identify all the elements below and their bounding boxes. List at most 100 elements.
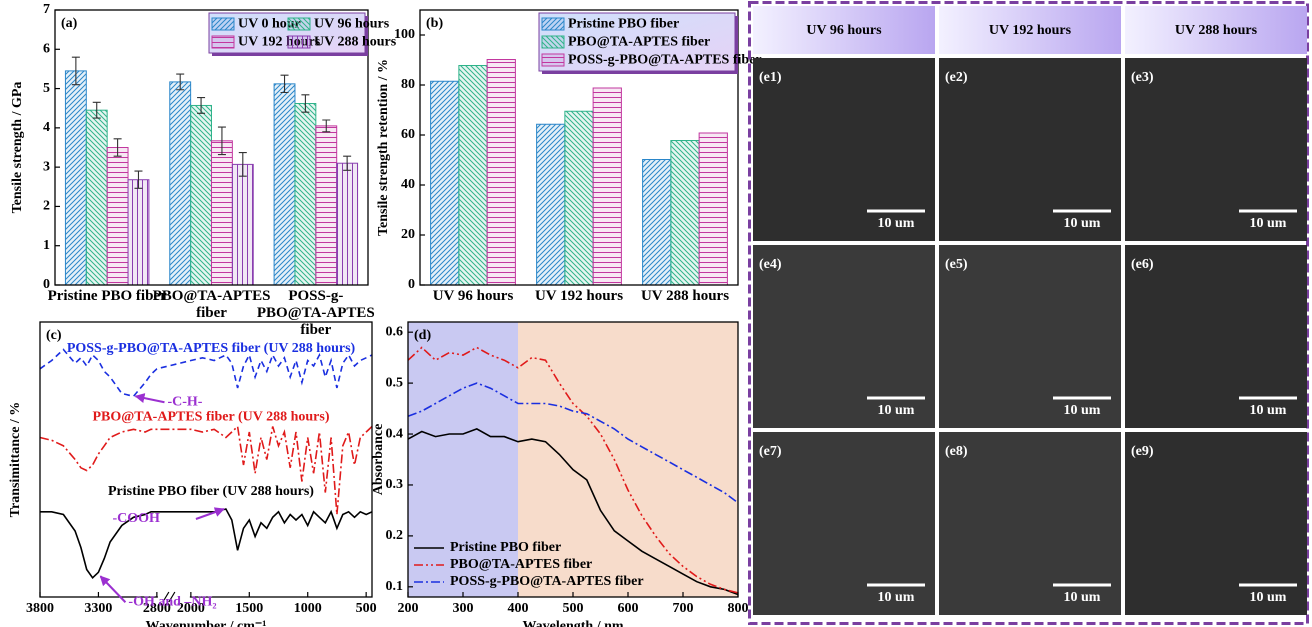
x-tick-label: 700 xyxy=(673,601,694,616)
scale-bar-label: 10 um xyxy=(1250,590,1287,605)
y-tick-label: 80 xyxy=(401,77,415,92)
sem-background xyxy=(1125,245,1307,428)
sem-background xyxy=(753,432,935,615)
x-tick-label: 300 xyxy=(453,601,474,616)
legend-label: Pristine PBO fiber xyxy=(568,17,679,32)
y-tick-label: 2 xyxy=(43,199,50,214)
y-tick-label: 0.5 xyxy=(386,375,404,390)
scale-bar-label: 10 um xyxy=(878,590,915,605)
y-tick-label: 0 xyxy=(408,277,415,292)
panel-label: (b) xyxy=(426,16,443,31)
sem-background xyxy=(939,58,1121,241)
column-header: UV 96 hours xyxy=(806,23,882,38)
x-tick-label: UV 96 hours xyxy=(412,288,534,305)
legend-swatch xyxy=(288,18,310,30)
annotation-arrow xyxy=(135,396,164,402)
x-tick-label: UV 288 hours xyxy=(624,288,746,305)
legend-swatch xyxy=(542,36,564,48)
legend-swatch xyxy=(288,36,310,48)
x-tick-label: 600 xyxy=(618,601,639,616)
x-tick-label: POSS-g-PBO@TA-APTES fiber xyxy=(256,288,376,339)
annotation: -COOH xyxy=(112,511,160,526)
sem-background xyxy=(1125,432,1307,615)
x-axis-label: Wavelength / nm xyxy=(522,619,623,627)
legend-swatch xyxy=(212,36,234,48)
bar xyxy=(459,66,487,286)
scale-bar-label: 10 um xyxy=(878,403,915,418)
y-tick-label: 60 xyxy=(401,127,415,142)
sem-background xyxy=(753,58,935,241)
column-header: UV 192 hours xyxy=(989,23,1072,38)
series-line xyxy=(40,350,372,397)
legend-swatch xyxy=(542,18,564,30)
sem-background xyxy=(939,245,1121,428)
panel-label: (e7) xyxy=(759,444,782,459)
y-tick-label: 0.1 xyxy=(386,579,404,594)
shaded-region xyxy=(408,322,518,597)
y-axis-label: Transimittance / % xyxy=(8,402,23,518)
x-tick-label: PBO@TA-APTES fiber xyxy=(151,288,271,322)
x-tick-label: 1000 xyxy=(294,601,322,616)
bar xyxy=(431,81,459,285)
panel-label: (e5) xyxy=(945,257,968,272)
bar xyxy=(86,110,107,285)
legend-label: Pristine PBO fiber xyxy=(450,540,561,555)
panel-label: (e9) xyxy=(1131,444,1154,459)
series-line xyxy=(40,509,372,578)
x-tick-label-box: PBO@TA-APTES fiber xyxy=(151,288,271,348)
figure: Pristine PBO fiberPBO@TA-APTES fiberPOSS… xyxy=(0,0,1312,627)
y-tick-label: 5 xyxy=(43,81,50,96)
y-tick-label: 0.3 xyxy=(386,477,404,492)
bar xyxy=(593,88,621,285)
bar xyxy=(65,71,86,285)
y-tick-label: 7 xyxy=(43,2,50,17)
page: Pristine PBO fiberPBO@TA-APTES fiberPOSS… xyxy=(0,0,1312,627)
bar xyxy=(699,133,727,285)
bar xyxy=(212,141,233,285)
legend-label: PBO@TA-APTES fiber xyxy=(568,35,710,50)
panel-label: (e2) xyxy=(945,70,968,85)
legend-swatch xyxy=(212,18,234,30)
panel-label: (a) xyxy=(61,16,78,31)
scale-bar-label: 10 um xyxy=(878,216,915,231)
y-tick-label: 0 xyxy=(43,277,50,292)
x-axis-label: Wavenumber / cm⁻¹ xyxy=(146,619,267,627)
y-tick-label: 0.2 xyxy=(386,528,404,543)
y-tick-label: 1 xyxy=(43,238,50,253)
x-tick-label-box: POSS-g-PBO@TA-APTES fiber xyxy=(256,288,376,348)
bar xyxy=(316,126,337,285)
panel-label: (e8) xyxy=(945,444,968,459)
bar xyxy=(128,180,149,285)
y-tick-label: 0.4 xyxy=(386,426,404,441)
legend-label: PBO@TA-APTES fiber xyxy=(450,557,592,572)
y-axis-label: Absorbance xyxy=(371,424,386,496)
y-tick-label: 20 xyxy=(401,227,415,242)
y-tick-label: 100 xyxy=(394,27,415,42)
x-tick-label: 3800 xyxy=(26,601,54,616)
bar xyxy=(170,82,191,285)
y-axis-label: Tensile strength retention / % xyxy=(376,59,391,236)
legend-swatch xyxy=(542,54,564,66)
column-header: UV 288 hours xyxy=(1175,23,1258,38)
series-label: POSS-g-PBO@TA-APTES fiber (UV 288 hours) xyxy=(67,341,356,356)
scale-bar-label: 10 um xyxy=(1064,216,1101,231)
x-tick-label: 800 xyxy=(728,601,749,616)
scale-bar-label: 10 um xyxy=(1250,216,1287,231)
bar xyxy=(295,104,316,286)
bar xyxy=(643,160,671,286)
annotation-arrow xyxy=(196,509,224,519)
panel-label: (e3) xyxy=(1131,70,1154,85)
series-label: PBO@TA-APTES fiber (UV 288 hours) xyxy=(92,410,329,425)
y-axis-label: Tensile strength / GPa xyxy=(10,82,25,214)
panel-label: (e6) xyxy=(1131,257,1154,272)
bar xyxy=(487,60,515,286)
shaded-region xyxy=(518,322,738,597)
legend-label: POSS-g-PBO@TA-APTES fiber xyxy=(450,574,644,589)
sem-background xyxy=(753,245,935,428)
sem-background xyxy=(939,432,1121,615)
y-tick-label: 0.6 xyxy=(386,324,404,339)
x-tick-label: 500 xyxy=(356,601,377,616)
x-tick-label: 200 xyxy=(398,601,419,616)
panel-label: (e1) xyxy=(759,70,782,85)
series-label: Pristine PBO fiber (UV 288 hours) xyxy=(108,484,314,499)
